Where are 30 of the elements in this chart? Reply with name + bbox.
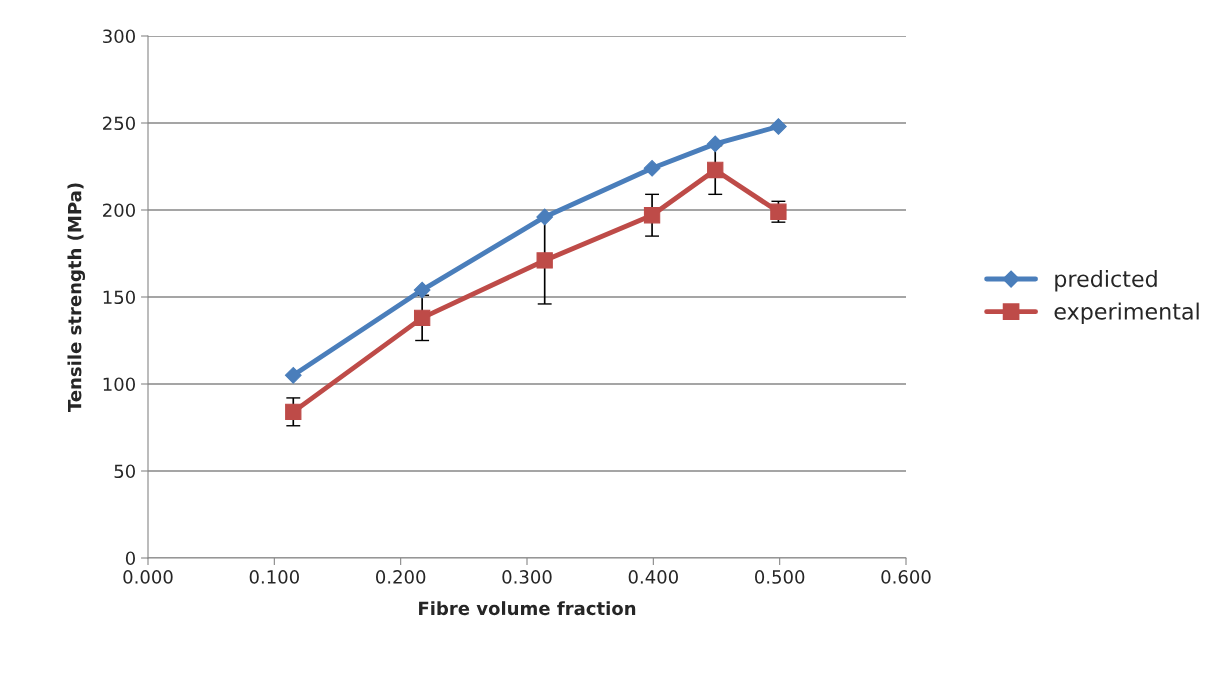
point	[536, 208, 554, 226]
y-tick-label: 150	[103, 290, 135, 305]
x-tick-label: 0.600	[881, 570, 931, 584]
legend-label: predicted	[1055, 269, 1157, 292]
point	[770, 203, 787, 220]
point	[536, 252, 553, 269]
y-tick-label: 50	[114, 464, 135, 479]
x-tick-label: 0.500	[755, 570, 805, 584]
y-tick-label: 100	[103, 377, 135, 392]
y-axis-title: Tensile strength (MPa)	[67, 183, 86, 412]
point	[413, 281, 431, 299]
x-tick-label: 0.300	[502, 570, 552, 584]
x-axis-title: Fibre volume fraction	[419, 601, 636, 616]
x-tick-label: 0.000	[123, 570, 173, 584]
x-tick-label: 0.200	[376, 570, 426, 584]
y-tick-label: 200	[103, 203, 135, 218]
point	[643, 159, 661, 177]
point	[284, 366, 302, 384]
x-tick-label: 0.400	[628, 570, 678, 584]
y-tick-label: 0	[125, 551, 135, 566]
point	[707, 161, 724, 179]
x-tick-label: 0.100	[249, 570, 299, 584]
point	[285, 403, 302, 420]
point	[770, 118, 787, 135]
point	[413, 309, 431, 327]
y-tick-label: 250	[103, 116, 135, 131]
legend-label: experimental	[1054, 302, 1199, 325]
point	[706, 135, 724, 153]
point	[643, 207, 661, 224]
y-tick-label: 300	[103, 29, 135, 44]
